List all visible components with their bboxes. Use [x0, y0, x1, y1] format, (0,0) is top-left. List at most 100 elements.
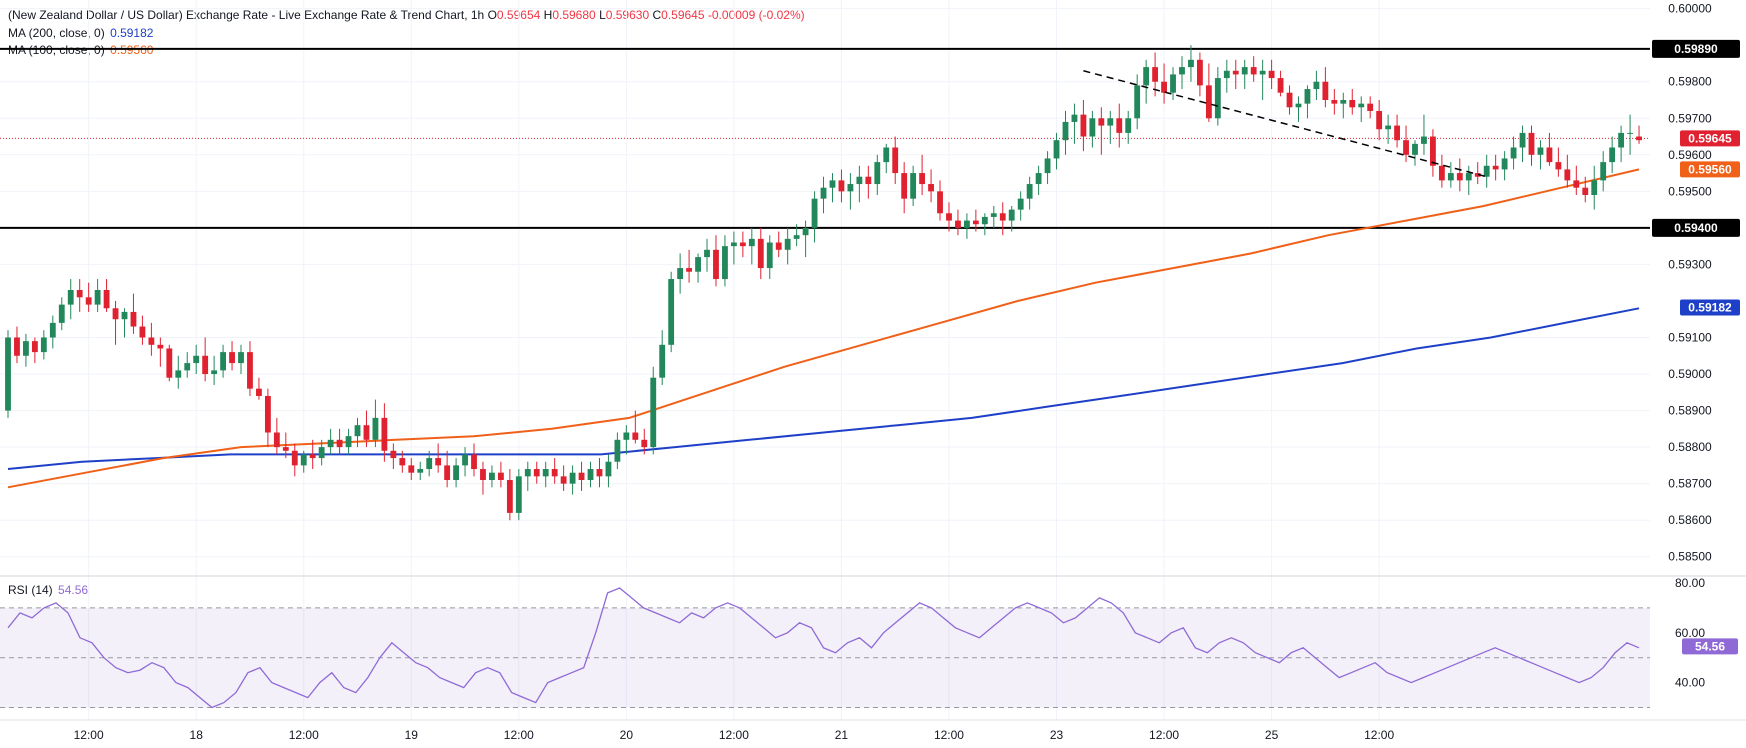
candle-body	[1134, 85, 1141, 119]
candle-body	[1053, 140, 1060, 159]
ma200-value: 0.59182	[110, 26, 154, 40]
y-tick-label: 0.60000	[1668, 2, 1712, 16]
rsi-legend[interactable]: RSI (14) 54.56	[8, 583, 88, 597]
candle-body	[551, 469, 558, 477]
candle-body	[14, 337, 20, 356]
candle-body	[722, 246, 728, 280]
ma200-legend[interactable]: MA (200, close, 0) 0.59182	[8, 26, 153, 40]
candle-body	[1385, 125, 1392, 130]
candle-body	[614, 439, 621, 462]
candle-body	[435, 458, 442, 466]
candle-body	[193, 355, 200, 364]
close-value: 0.59645	[661, 8, 705, 22]
candle-body	[1214, 78, 1221, 119]
candle-body	[1143, 67, 1150, 86]
candle-body	[874, 162, 881, 185]
x-tick-label: 12:00	[74, 728, 104, 742]
candle-body	[1519, 132, 1526, 148]
candle-body	[49, 322, 56, 338]
candle-body	[1026, 184, 1033, 199]
y-tick-label: 0.59500	[1668, 184, 1712, 198]
candle-body	[650, 377, 657, 448]
candle-body	[963, 220, 970, 228]
candle-body	[381, 417, 388, 451]
level-price-label: 0.59890	[1674, 42, 1718, 56]
candle-body	[605, 461, 612, 477]
candle-body	[1510, 147, 1517, 159]
candle-body	[1412, 143, 1418, 155]
candle-body	[1232, 70, 1239, 75]
candle-body	[1447, 173, 1454, 181]
candle-body	[1313, 81, 1320, 90]
candle-body	[76, 290, 83, 298]
y-tick-label: 0.58600	[1668, 513, 1712, 527]
candle-body	[730, 242, 737, 247]
ma100-value: 0.59560	[110, 43, 154, 57]
candle-body	[1188, 59, 1194, 68]
candle-body	[1125, 118, 1132, 133]
candle-body	[1483, 165, 1490, 177]
candle-body	[883, 147, 890, 163]
x-tick-label: 12:00	[504, 728, 534, 742]
candle-body	[910, 173, 917, 199]
candle-body	[1017, 198, 1024, 210]
candle-body	[202, 355, 209, 375]
candle-body	[990, 213, 997, 217]
price-tag	[1680, 130, 1740, 147]
candle-body	[1537, 147, 1544, 155]
rsi-value: 54.56	[58, 583, 89, 597]
y-tick-label: 0.58500	[1668, 550, 1712, 564]
candle-body	[596, 469, 603, 477]
candle-body	[282, 447, 289, 451]
x-tick-label: 20	[620, 728, 634, 742]
ma100-legend[interactable]: MA (100, close, 0) 0.59560	[8, 43, 153, 57]
candle-body	[1035, 173, 1042, 185]
candle-body	[1546, 147, 1553, 163]
candle-body	[623, 432, 630, 440]
candle-body	[1501, 158, 1508, 170]
candle-body	[820, 187, 827, 199]
candle-body	[775, 242, 782, 250]
candle-body	[256, 388, 262, 396]
candle-body	[372, 417, 379, 440]
candle-body	[506, 480, 513, 513]
candle-body	[220, 352, 226, 371]
level-price-tag	[1652, 39, 1740, 58]
candle-body	[955, 220, 961, 228]
candle-body	[462, 454, 468, 466]
candle-body	[1098, 118, 1105, 126]
candle-body	[1152, 67, 1159, 82]
candle-body	[659, 344, 666, 378]
candle-body	[1349, 100, 1356, 108]
candle-body	[121, 311, 128, 320]
candle-body	[489, 472, 495, 480]
candle-body	[1421, 136, 1427, 144]
candle-body	[1107, 118, 1114, 126]
ma200-line	[7, 307, 1640, 470]
ma100-label: MA (100, close, 0)	[8, 43, 105, 57]
candle-body	[94, 290, 101, 305]
candle-body	[981, 216, 988, 225]
candle-body	[677, 268, 684, 280]
candle-body	[1197, 59, 1203, 86]
x-tick-label: 12:00	[934, 728, 964, 742]
candle-body	[515, 476, 522, 513]
candle-body	[1286, 92, 1293, 108]
candle-body	[354, 425, 361, 437]
candle-body	[264, 395, 271, 433]
candle-body	[632, 432, 639, 440]
candle-body	[273, 432, 280, 448]
candle-body	[1340, 100, 1347, 104]
candle-body	[58, 304, 65, 323]
candle-body	[560, 476, 567, 484]
candle-body	[497, 472, 504, 480]
x-tick-label: 12:00	[289, 728, 319, 742]
candle-body	[1609, 147, 1616, 163]
x-tick-label: 12:00	[1364, 728, 1394, 742]
high-value: 0.59680	[552, 8, 596, 22]
candle-body	[1116, 118, 1123, 133]
candle-body	[426, 458, 433, 470]
x-tick-label: 23	[1050, 728, 1064, 742]
candle-body	[533, 469, 540, 477]
